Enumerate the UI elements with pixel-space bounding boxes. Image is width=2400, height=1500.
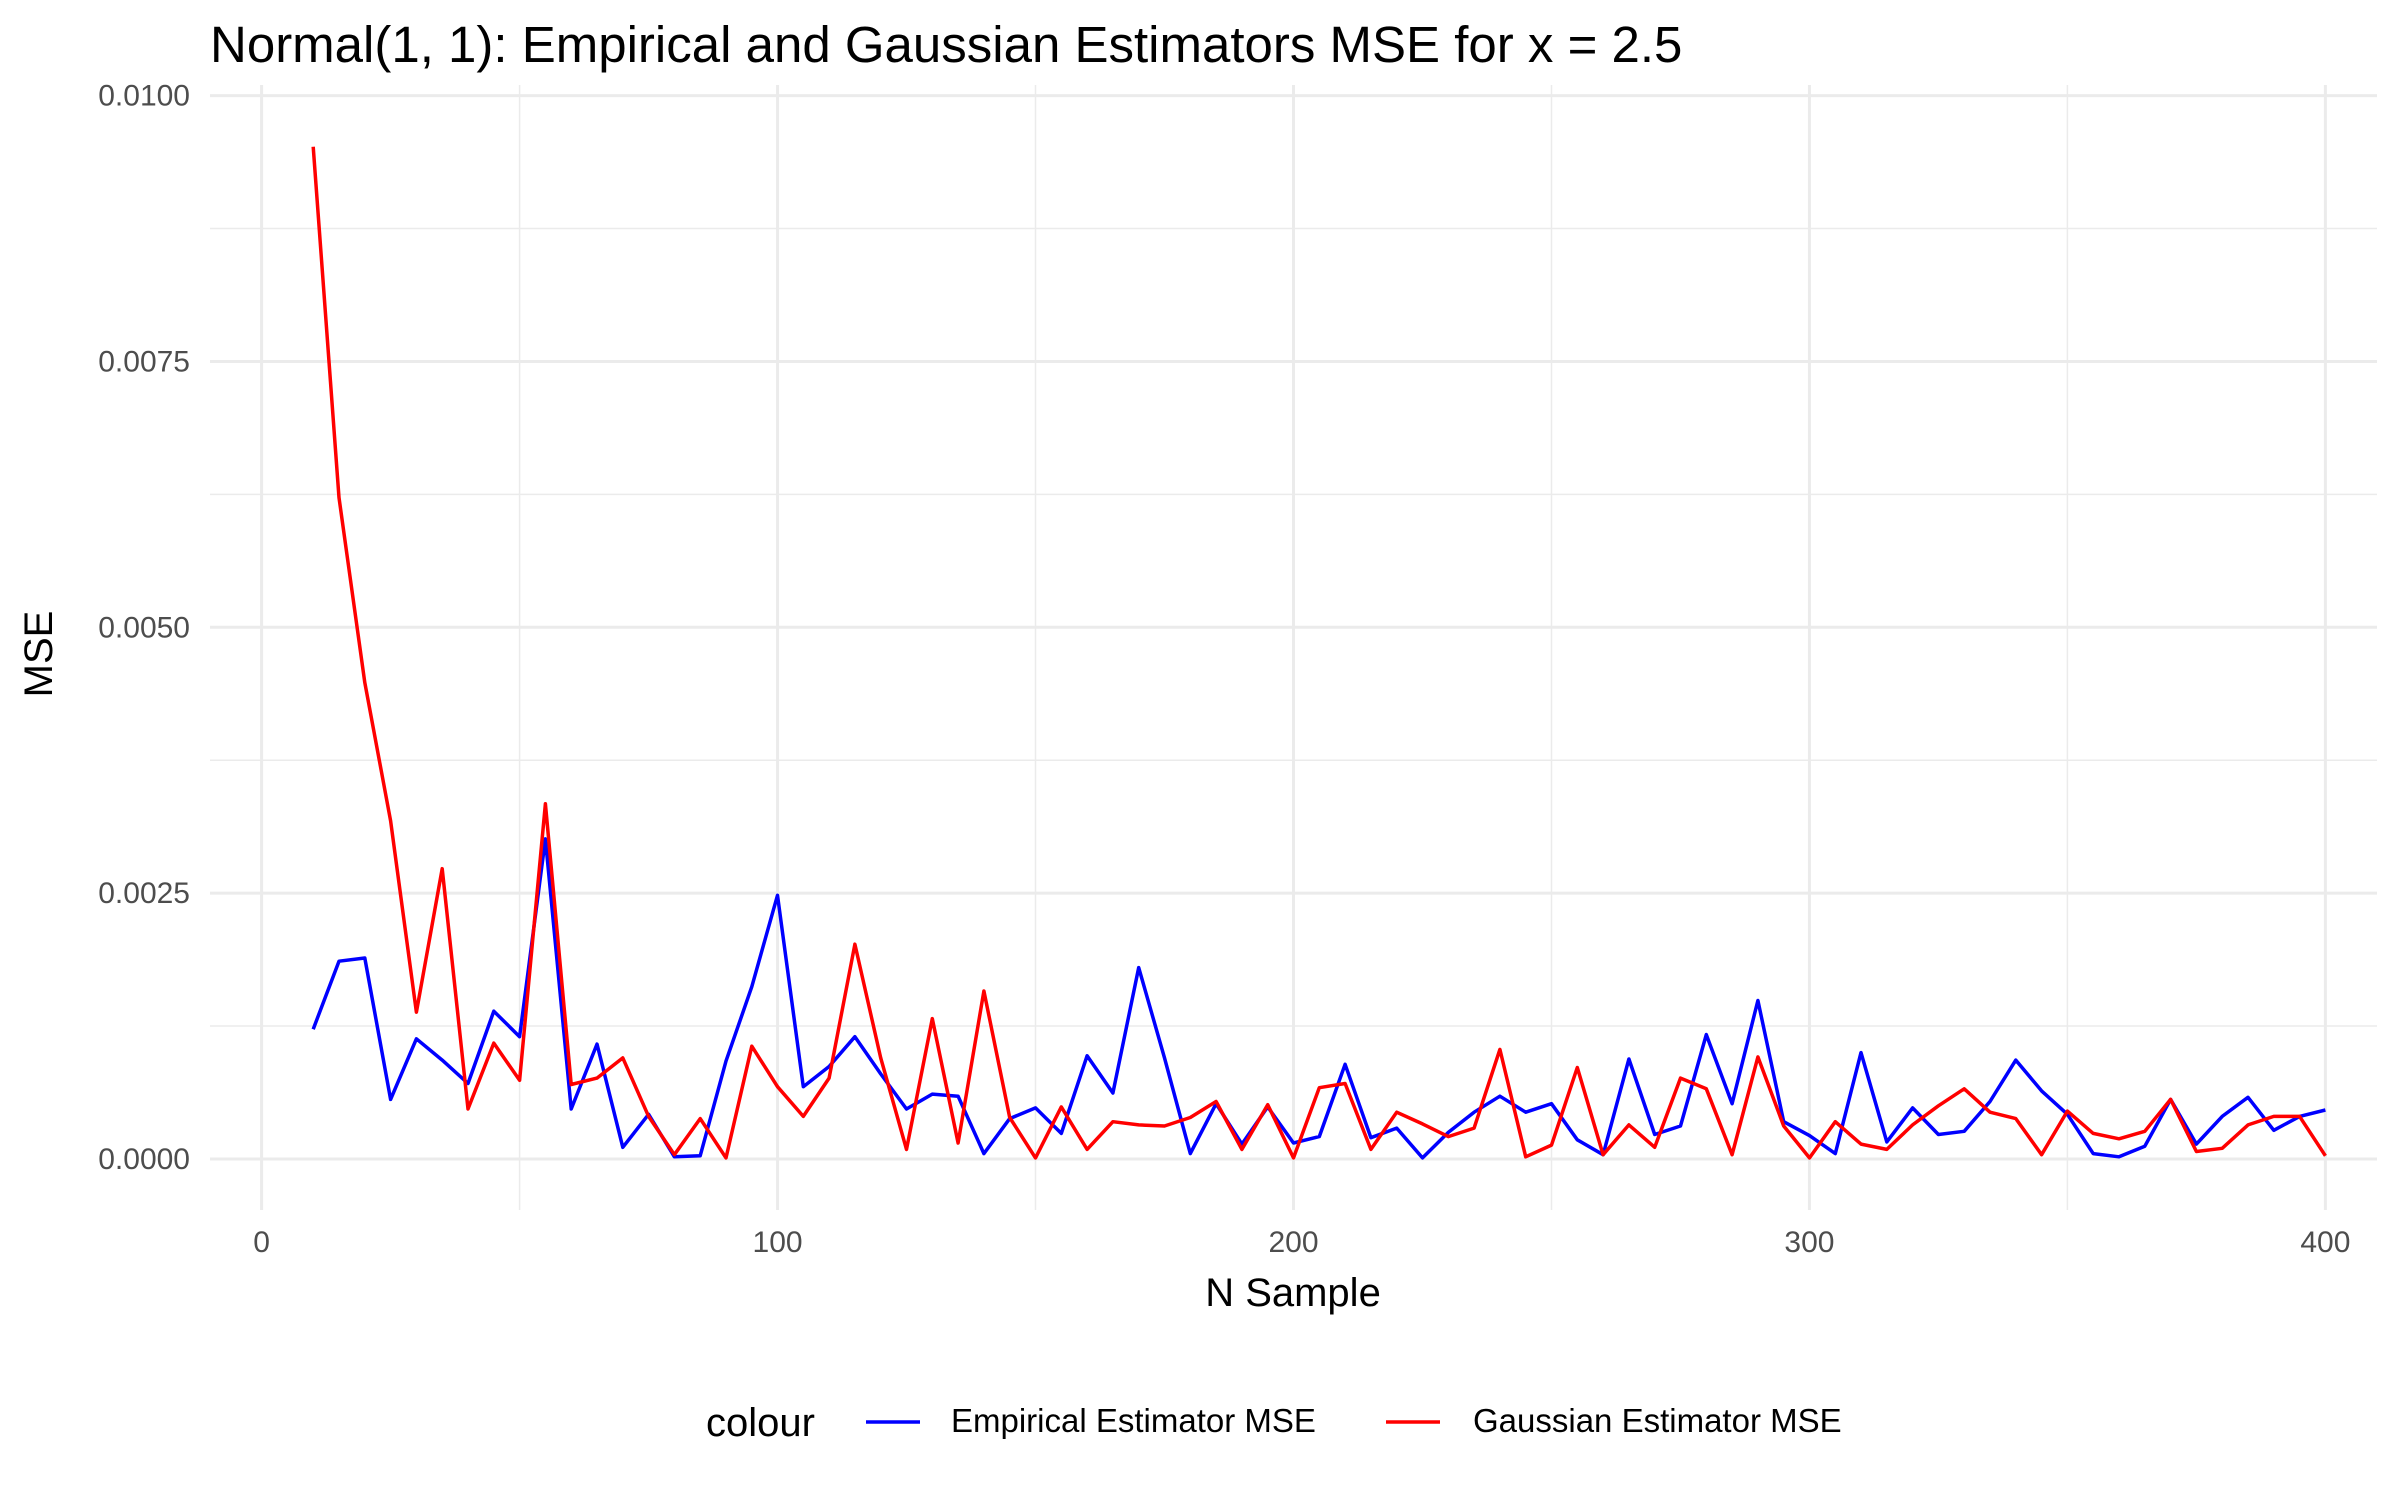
x-tick-label: 200: [1268, 1226, 1318, 1259]
y-axis-title: MSE: [17, 611, 61, 698]
legend-title: colour: [706, 1401, 815, 1445]
legend: colour Empirical Estimator MSE Gaussian …: [706, 1401, 1842, 1445]
x-tick-label: 100: [753, 1226, 803, 1259]
series-line-gaussian: [311, 146, 2327, 1160]
y-tick-label: 0.0050: [98, 611, 190, 644]
y-tick-label: 0.0100: [98, 80, 190, 113]
x-axis-title: N Sample: [1205, 1271, 1381, 1315]
tick-labels: 0 100 200 300 400 0.0000 0.0025 0.0050 0.0075 0.0…: [98, 80, 2350, 1259]
legend-label-empirical: Empirical Estimator MSE: [951, 1402, 1316, 1439]
x-tick-label: 300: [1784, 1226, 1834, 1259]
x-tick-label: 400: [2300, 1226, 2350, 1259]
legend-label-gaussian: Gaussian Estimator MSE: [1473, 1402, 1842, 1439]
x-tick-label: 0: [253, 1226, 270, 1259]
chart-title: Normal(1, 1): Empirical and Gaussian Est…: [210, 16, 1682, 73]
grid: [210, 85, 2377, 1210]
y-tick-label: 0.0025: [98, 877, 190, 910]
y-tick-label: 0.0075: [98, 345, 190, 378]
series-layer: [311, 146, 2327, 1160]
y-tick-label: 0.0000: [98, 1143, 190, 1176]
series-line-empirical: [311, 837, 2326, 1160]
